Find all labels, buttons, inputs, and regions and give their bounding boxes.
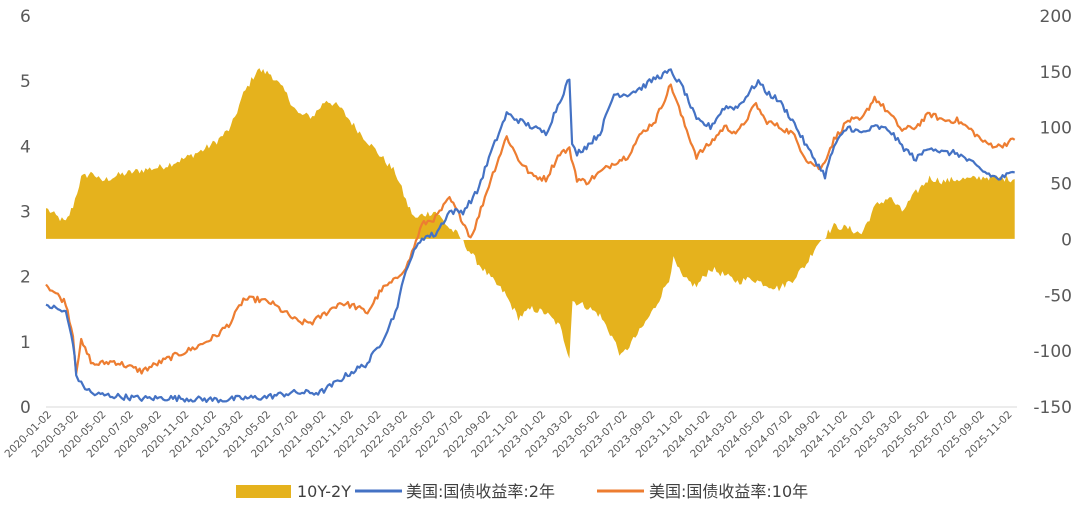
spread-area-layer xyxy=(46,68,1015,359)
line-10y-yield xyxy=(45,83,1016,375)
right-axis-tick-label: 150 xyxy=(1040,63,1072,83)
line-2y-yield xyxy=(45,68,1015,404)
left-axis-tick-label: 6 xyxy=(20,7,31,27)
left-axis-tick-label: 0 xyxy=(20,398,31,418)
left-axis-tick-label: 1 xyxy=(20,333,31,353)
right-axis-tick-label: 200 xyxy=(1040,7,1072,27)
legend-label-2y: 美国:国债收益率:2年 xyxy=(406,482,555,501)
right-axis-tick-label: -150 xyxy=(1033,398,1072,418)
legend-label-10y: 美国:国债收益率:10年 xyxy=(649,482,808,501)
yield-lines-layer xyxy=(45,68,1016,404)
right-axis-tick-label: -50 xyxy=(1044,286,1072,306)
left-axis-tick-label: 5 xyxy=(20,72,31,92)
left-y-axis: 0 1 2 3 4 5 6 xyxy=(20,7,31,418)
legend-label-spread: 10Y-2Y xyxy=(297,482,351,501)
left-axis-tick-label: 4 xyxy=(20,137,31,157)
legend-swatch-spread xyxy=(236,485,291,498)
right-axis-tick-label: 100 xyxy=(1040,119,1072,139)
right-axis-tick-label: -100 xyxy=(1033,342,1072,362)
right-y-axis: -150 -100 -50 0 50 100 150 200 xyxy=(1033,7,1072,418)
left-axis-tick-label: 2 xyxy=(20,268,31,288)
legend: 10Y-2Y 美国:国债收益率:2年 美国:国债收益率:10年 xyxy=(236,482,808,501)
right-axis-tick-label: 0 xyxy=(1061,230,1072,250)
right-axis-tick-label: 50 xyxy=(1050,175,1072,195)
spread-area xyxy=(46,68,1015,359)
left-axis-tick-label: 3 xyxy=(20,203,31,223)
x-axis: 2020-01-022020-03-022020-05-022020-07-02… xyxy=(2,406,1017,460)
